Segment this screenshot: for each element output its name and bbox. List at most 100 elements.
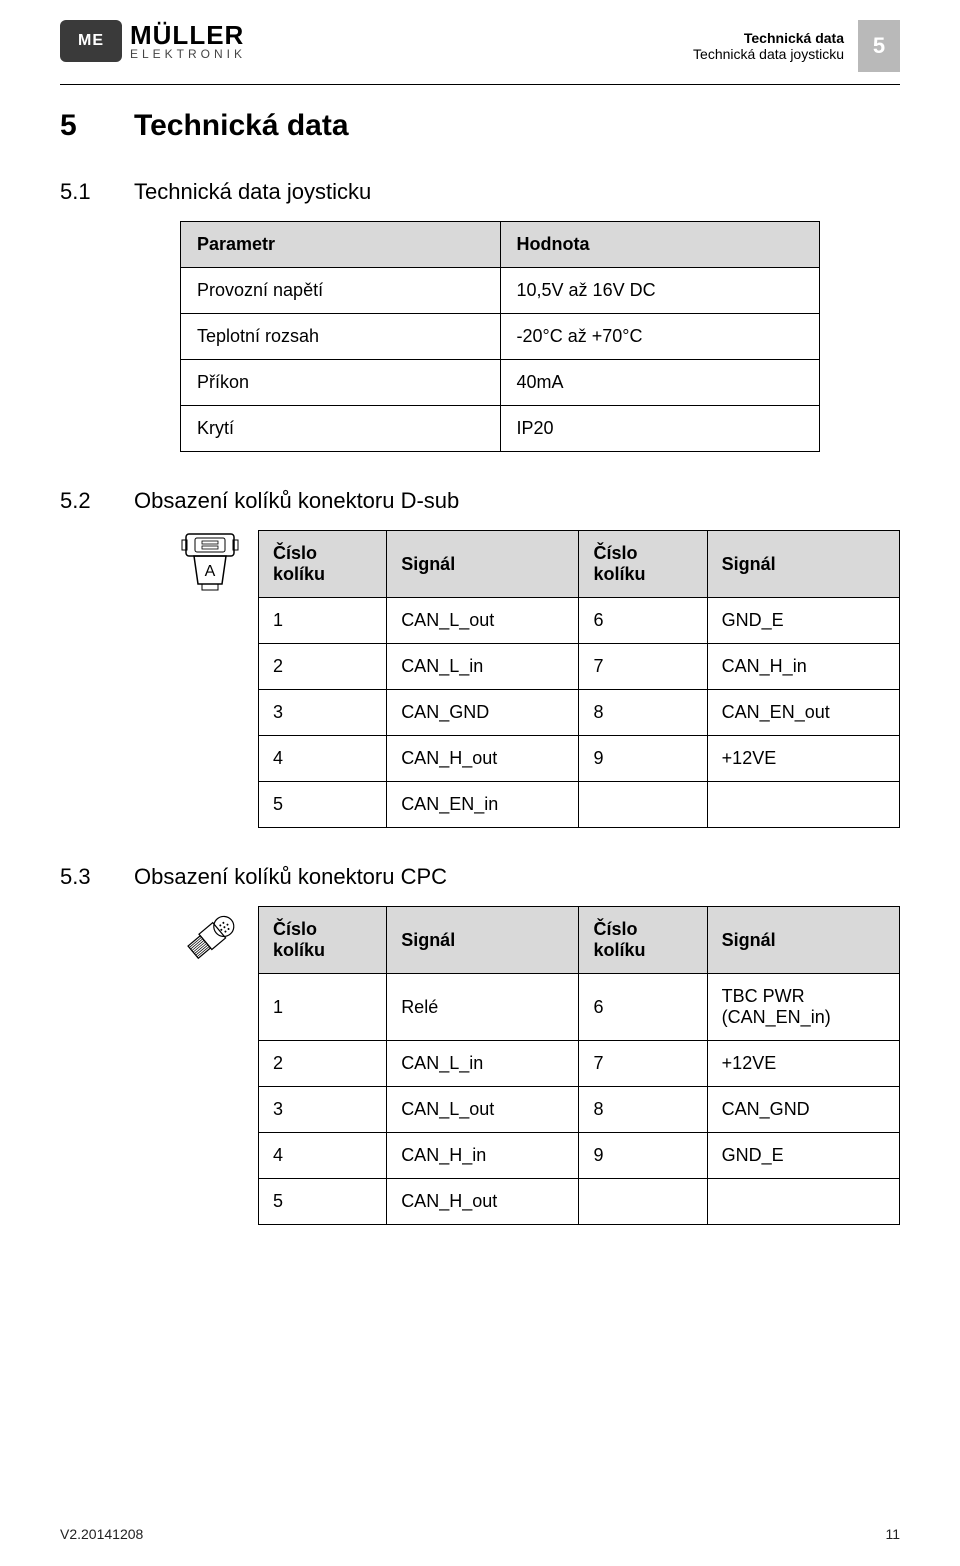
- pin-cell: +12VE: [707, 1041, 899, 1087]
- table-row: 1 Relé 6 TBC PWR (CAN_EN_in): [259, 974, 900, 1041]
- table-row: 4 CAN_H_in 9 GND_E: [259, 1133, 900, 1179]
- pin-cell: CAN_L_in: [387, 644, 579, 690]
- pin-cell: CAN_GND: [707, 1087, 899, 1133]
- table-row: 4 CAN_H_out 9 +12VE: [259, 736, 900, 782]
- table-row: Krytí IP20: [181, 406, 820, 452]
- pin-cell: CAN_H_in: [707, 644, 899, 690]
- pin-cell: 1: [259, 974, 387, 1041]
- logo-main: MÜLLER: [130, 22, 246, 48]
- logo-text: MÜLLER ELEKTRONIK: [130, 22, 246, 60]
- pin-head: Číslo kolíku: [579, 531, 707, 598]
- pin-cell: 4: [259, 1133, 387, 1179]
- spec-value: -20°C až +70°C: [500, 314, 820, 360]
- table-row: 5 CAN_H_out: [259, 1179, 900, 1225]
- pin-head: Signál: [387, 531, 579, 598]
- pin-head: Signál: [387, 907, 579, 974]
- pin-cell: 7: [579, 1041, 707, 1087]
- table-row: 2 CAN_L_in 7 CAN_H_in: [259, 644, 900, 690]
- subsection-number: 5.1: [60, 179, 100, 205]
- pin-cell: 7: [579, 644, 707, 690]
- spec-param: Příkon: [181, 360, 501, 406]
- spec-value: 40mA: [500, 360, 820, 406]
- table-row: Teplotní rozsah -20°C až +70°C: [181, 314, 820, 360]
- subsection-number: 5.2: [60, 488, 100, 514]
- subsection-title: Obsazení kolíků konektoru D-sub: [134, 488, 459, 514]
- spec-value: IP20: [500, 406, 820, 452]
- section-number: 5: [60, 109, 100, 143]
- spec-value: 10,5V až 16V DC: [500, 268, 820, 314]
- pin-cell: 2: [259, 644, 387, 690]
- table-row: Provozní napětí 10,5V až 16V DC: [181, 268, 820, 314]
- table-row: 3 CAN_L_out 8 CAN_GND: [259, 1087, 900, 1133]
- pin-cell: GND_E: [707, 598, 899, 644]
- pin-cell: 6: [579, 598, 707, 644]
- subsection-5-3: 5.3 Obsazení kolíků konektoru CPC: [60, 864, 900, 890]
- pin-cell: 9: [579, 736, 707, 782]
- cpc-connector-icon: [180, 908, 244, 973]
- spec-table: Parametr Hodnota Provozní napětí 10,5V a…: [180, 221, 820, 452]
- svg-text:A: A: [205, 563, 216, 580]
- pin-cell: [707, 1179, 899, 1225]
- pin-cell: CAN_H_out: [387, 1179, 579, 1225]
- footer-version: V2.20141208: [60, 1526, 143, 1542]
- pin-head: Signál: [707, 907, 899, 974]
- table-row: 1 CAN_L_out 6 GND_E: [259, 598, 900, 644]
- page-footer: V2.20141208 11: [60, 1526, 900, 1542]
- section-title: Technická data: [134, 109, 349, 143]
- pin-cell: 4: [259, 736, 387, 782]
- logo-sub: ELEKTRONIK: [130, 48, 246, 60]
- pin-cell: 5: [259, 782, 387, 828]
- pin-cell: [579, 1179, 707, 1225]
- pin-cell: CAN_EN_out: [707, 690, 899, 736]
- subsection-title: Technická data joysticku: [134, 179, 371, 205]
- pin-cell: CAN_EN_in: [387, 782, 579, 828]
- pin-cell: 3: [259, 690, 387, 736]
- pin-head: Číslo kolíku: [259, 531, 387, 598]
- table-row: 3 CAN_GND 8 CAN_EN_out: [259, 690, 900, 736]
- pin-cell: CAN_GND: [387, 690, 579, 736]
- header-divider: [60, 84, 900, 85]
- subsection-title: Obsazení kolíků konektoru CPC: [134, 864, 447, 890]
- pin-cell: CAN_H_in: [387, 1133, 579, 1179]
- logo-box: ME: [60, 20, 122, 62]
- subsection-5-2: 5.2 Obsazení kolíků konektoru D-sub: [60, 488, 900, 514]
- pin-cell: 1: [259, 598, 387, 644]
- spec-head-value: Hodnota: [500, 222, 820, 268]
- page-header: ME MÜLLER ELEKTRONIK Technická data Tech…: [0, 0, 960, 80]
- pin-cell: [707, 782, 899, 828]
- pin-cell: TBC PWR (CAN_EN_in): [707, 974, 899, 1041]
- pin-head: Číslo kolíku: [579, 907, 707, 974]
- spec-param: Krytí: [181, 406, 501, 452]
- pin-cell: 8: [579, 1087, 707, 1133]
- pin-head: Číslo kolíku: [259, 907, 387, 974]
- cpc-pin-table: Číslo kolíku Signál Číslo kolíku Signál …: [258, 906, 900, 1225]
- table-row: Příkon 40mA: [181, 360, 820, 406]
- pin-head: Signál: [707, 531, 899, 598]
- subsection-number: 5.3: [60, 864, 100, 890]
- pin-cell: CAN_L_in: [387, 1041, 579, 1087]
- table-row: 2 CAN_L_in 7 +12VE: [259, 1041, 900, 1087]
- dsub-connector-icon: A: [180, 532, 244, 609]
- pin-cell: GND_E: [707, 1133, 899, 1179]
- pin-cell: +12VE: [707, 736, 899, 782]
- pin-cell: [579, 782, 707, 828]
- pin-cell: Relé: [387, 974, 579, 1041]
- spec-param: Provozní napětí: [181, 268, 501, 314]
- spec-param: Teplotní rozsah: [181, 314, 501, 360]
- pin-cell: 2: [259, 1041, 387, 1087]
- pin-cell: CAN_H_out: [387, 736, 579, 782]
- pin-cell: 6: [579, 974, 707, 1041]
- running-title: Technická data: [693, 30, 844, 46]
- section-heading: 5 Technická data: [60, 109, 900, 143]
- running-subtitle: Technická data joysticku: [693, 46, 844, 62]
- table-row: 5 CAN_EN_in: [259, 782, 900, 828]
- dsub-pin-table: Číslo kolíku Signál Číslo kolíku Signál …: [258, 530, 900, 828]
- logo: ME MÜLLER ELEKTRONIK: [60, 20, 246, 62]
- pin-cell: CAN_L_out: [387, 1087, 579, 1133]
- spec-head-param: Parametr: [181, 222, 501, 268]
- pin-cell: 9: [579, 1133, 707, 1179]
- pin-cell: 3: [259, 1087, 387, 1133]
- pin-cell: 5: [259, 1179, 387, 1225]
- footer-page-number: 11: [885, 1526, 900, 1542]
- pin-cell: CAN_L_out: [387, 598, 579, 644]
